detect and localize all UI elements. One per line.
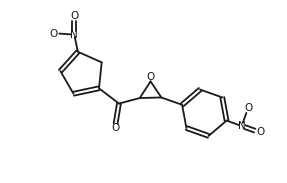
- Text: O: O: [70, 11, 78, 20]
- Text: O: O: [50, 29, 58, 39]
- Text: O: O: [244, 103, 252, 113]
- Text: O: O: [111, 123, 120, 133]
- Text: N: N: [70, 30, 78, 40]
- Text: O: O: [256, 128, 264, 137]
- Text: O: O: [146, 72, 155, 82]
- Text: N: N: [238, 121, 246, 131]
